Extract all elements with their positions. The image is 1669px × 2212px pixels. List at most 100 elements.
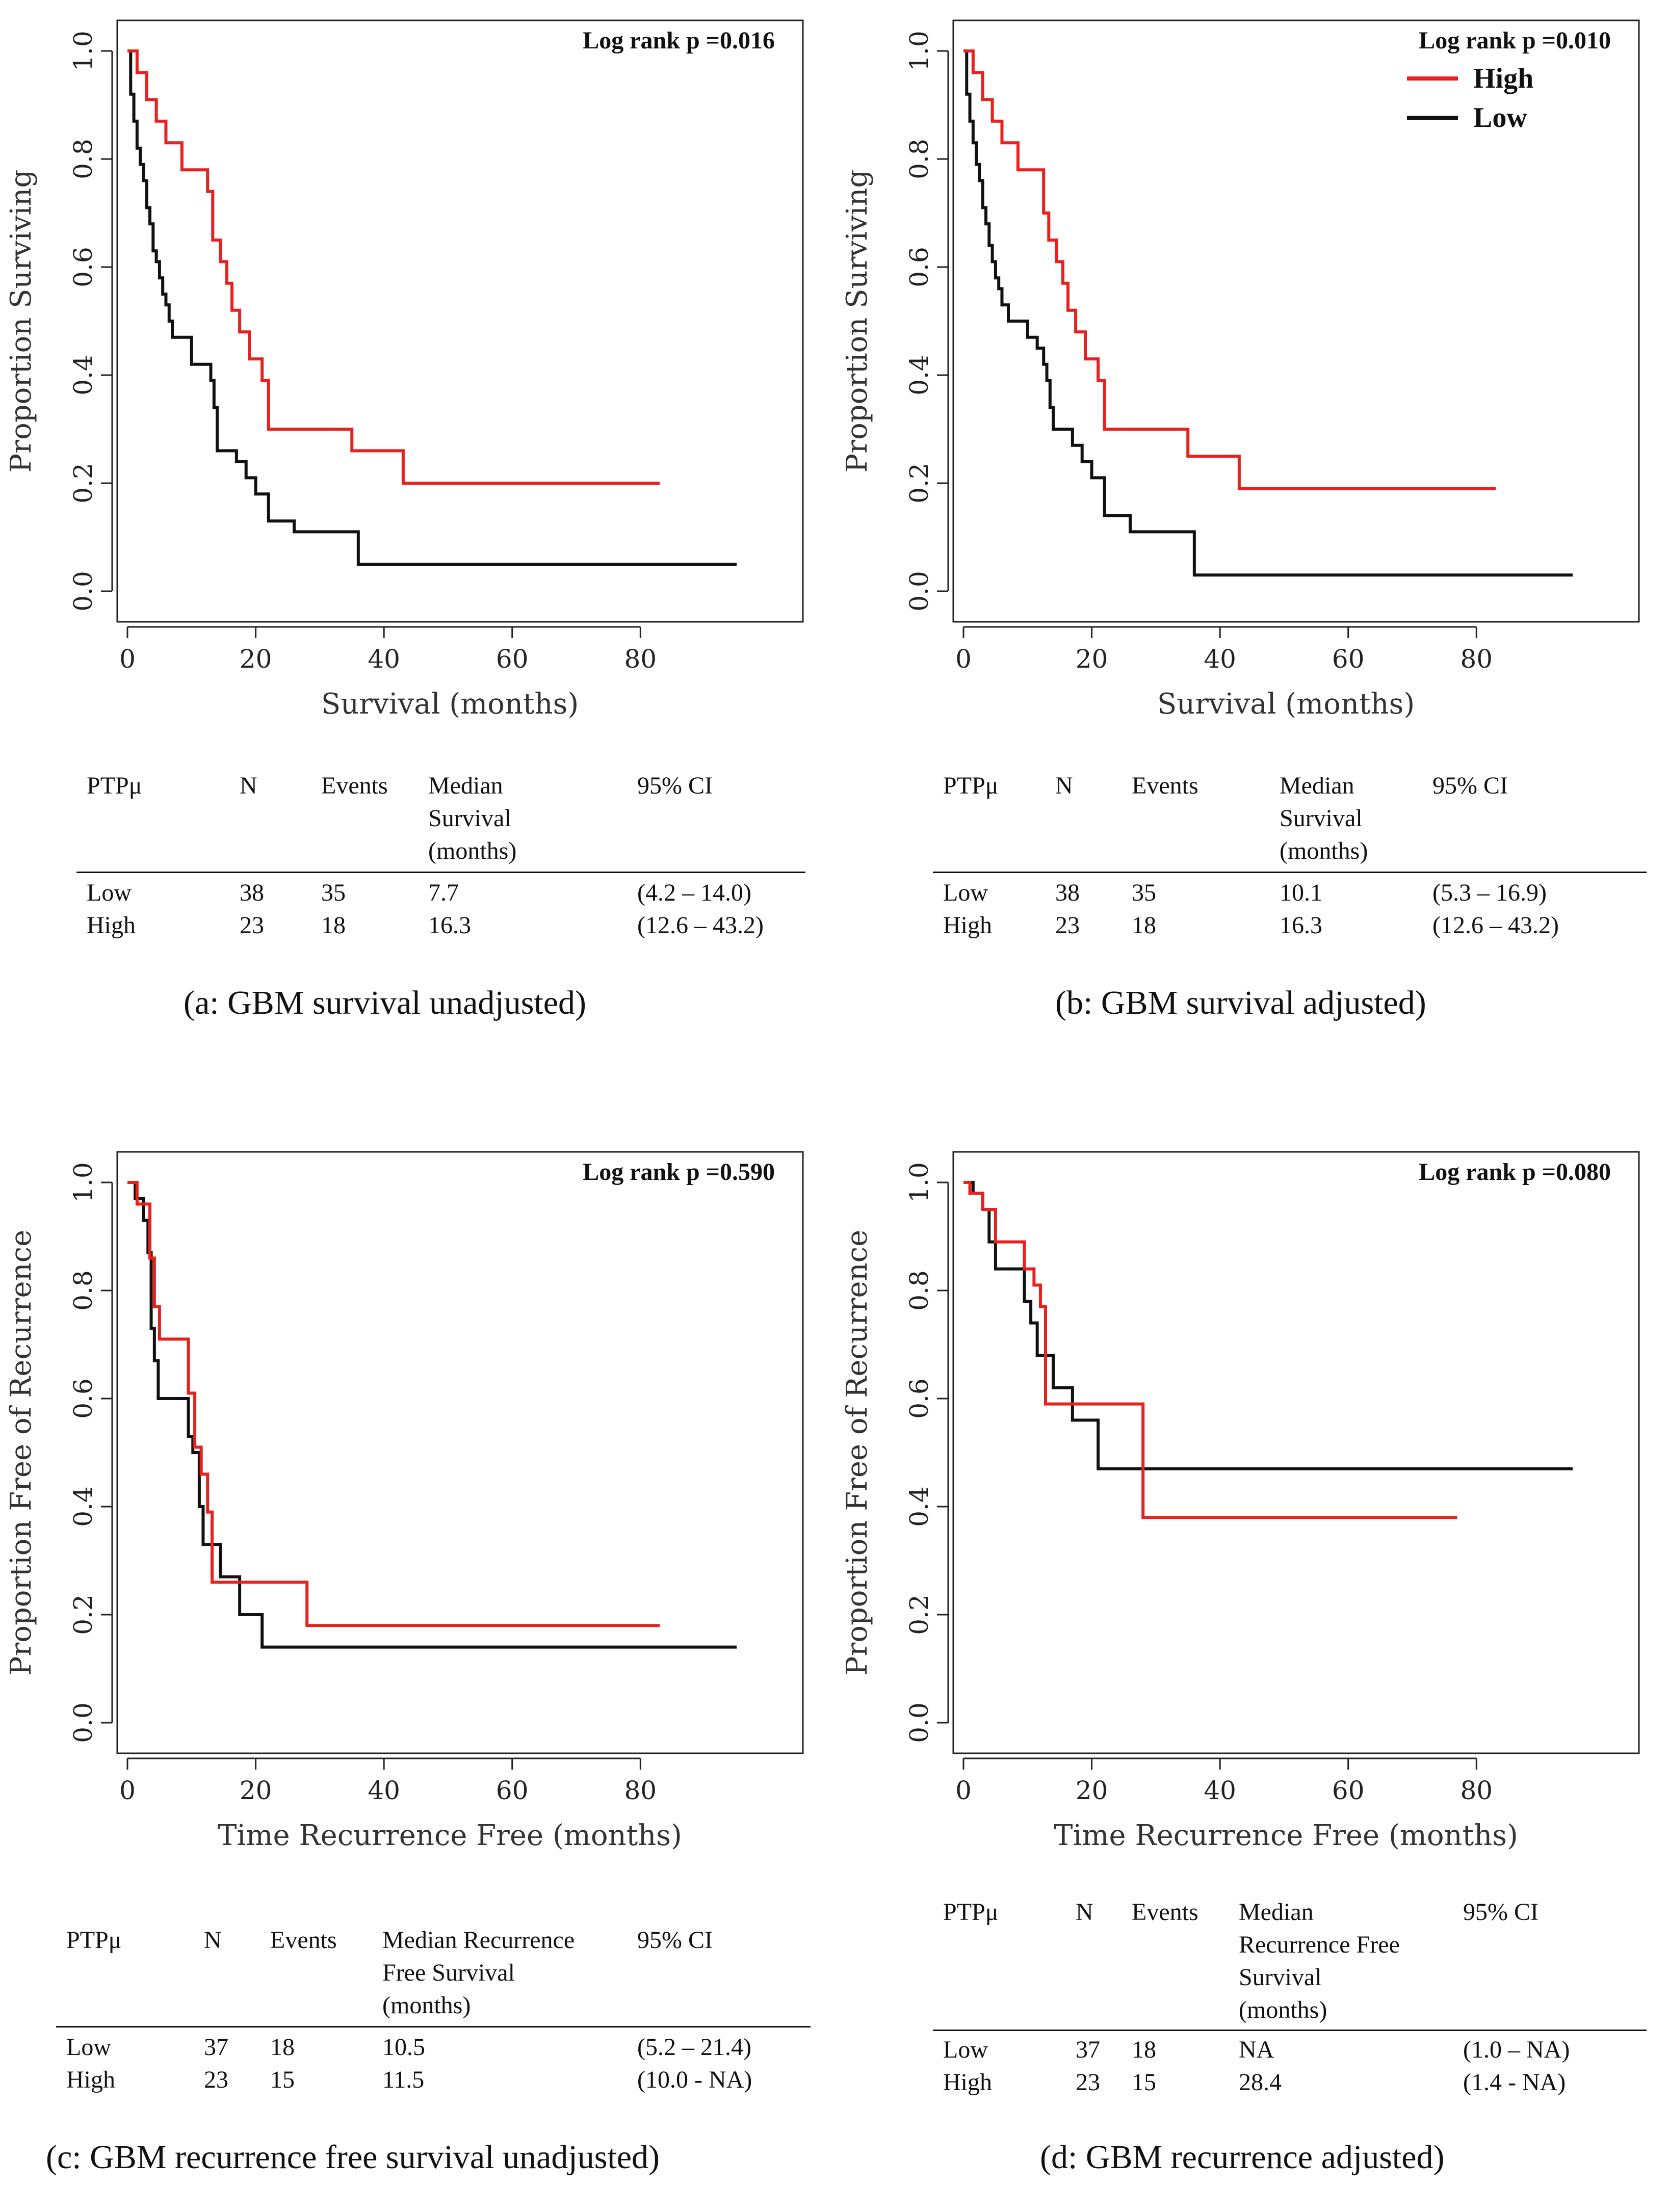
- table-b: PTPμ N Events Median Survival (months) 9…: [933, 770, 1647, 953]
- x-axis-title: Time Recurrence Free (months): [218, 1819, 682, 1852]
- logrank-label: Log rank p =0.010: [1419, 27, 1611, 54]
- table-rule: [56, 2026, 811, 2027]
- table-cell: (5.2 – 21.4): [637, 2034, 751, 2061]
- y-tick-label: 0.0: [904, 1702, 934, 1743]
- plot-frame: [116, 19, 804, 623]
- x-axis-title: Survival (months): [321, 688, 579, 721]
- y-tick-label: 1.0: [904, 1162, 934, 1203]
- table-header-events: Events: [1132, 772, 1198, 799]
- y-tick-label: 0.4: [904, 1486, 934, 1527]
- table-cell: 18: [1132, 2036, 1156, 2063]
- panel-a: 0 20 40 60 80 0.0 0.2 0.4 0.6 0.8 1.0 Survival (mon…: [0, 0, 816, 1081]
- y-tick-label: 0.6: [904, 247, 934, 287]
- caption-c: (c: GBM recurrence free survival unadjus…: [46, 2139, 660, 2176]
- table-header-n: N: [240, 772, 257, 799]
- table-rule: [933, 872, 1647, 873]
- table-a: PTPμ N Events Median Survival (months) 9…: [76, 770, 805, 953]
- y-tick-label: 0.2: [68, 1594, 98, 1635]
- table-c: PTPμ N Events Median Recurrence Free Sur…: [56, 1924, 811, 2108]
- y-tick-label: 0.0: [68, 571, 98, 612]
- panel-c: 0 20 40 60 80 0.0 0.2 0.4 0.6 0.8 1.0 Time Recurren…: [0, 1131, 816, 2212]
- y-tick-label: 0.0: [68, 1702, 98, 1743]
- x-axis-title: Time Recurrence Free (months): [1054, 1819, 1518, 1852]
- table-rule: [76, 872, 805, 873]
- y-axis-title: Proportion Surviving: [841, 170, 874, 473]
- table-cell: High: [943, 912, 992, 939]
- legend-label-low: Low: [1473, 102, 1527, 134]
- table-header-ptp: PTPμ: [943, 772, 999, 799]
- table-cell: 15: [1132, 2069, 1156, 2096]
- x-tick-label: 80: [624, 644, 657, 674]
- legend-label-high: High: [1473, 63, 1533, 94]
- table-header-events: Events: [1132, 1899, 1198, 1926]
- logrank-label: Log rank p =0.016: [583, 27, 775, 54]
- y-tick-label: 0.4: [68, 1486, 98, 1527]
- y-axis-title: Proportion Surviving: [5, 170, 38, 473]
- table-cell: 18: [270, 2034, 295, 2061]
- x-tick-label: 60: [496, 1776, 529, 1805]
- x-tick-label: 0: [955, 1776, 972, 1805]
- table-cell: 15: [270, 2066, 295, 2093]
- x-tick-label: 20: [240, 644, 272, 674]
- table-header-n: N: [204, 1927, 222, 1954]
- x-tick-label: 40: [1204, 644, 1236, 674]
- table-cell: High: [87, 912, 136, 939]
- panel-b: 0 20 40 60 80 0.0 0.2 0.4 0.6 0.8 1.0 Survival (mon…: [836, 0, 1652, 1081]
- table-cell: 7.7: [428, 879, 459, 906]
- table-header-ptp: PTPμ: [87, 772, 142, 799]
- x-tick-label: 0: [119, 1776, 136, 1805]
- table-cell: 18: [321, 912, 346, 939]
- plot-frame: [952, 1151, 1640, 1754]
- table-header-n: N: [1076, 1899, 1093, 1926]
- y-tick-label: 0.6: [904, 1378, 934, 1419]
- table-cell: 28.4: [1239, 2069, 1282, 2096]
- km-curve-low: [963, 1181, 1573, 1470]
- y-tick-label: 0.8: [68, 1270, 98, 1311]
- y-tick-label: 0.4: [68, 355, 98, 396]
- y-tick-label: 1.0: [904, 31, 934, 71]
- y-tick-label: 0.2: [904, 1594, 934, 1635]
- y-tick-label: 1.0: [68, 31, 98, 71]
- logrank-label: Log rank p =0.080: [1419, 1158, 1611, 1186]
- km-plot-d: 0 20 40 60 80 0.0 0.2 0.4 0.6 0.8 1.0 Time Recurren…: [841, 1151, 1640, 1852]
- y-axis-title: Proportion Free of Recurrence: [841, 1230, 874, 1675]
- km-curve-high: [963, 49, 1496, 490]
- table-cell: Low: [66, 2034, 111, 2061]
- x-tick-label: 40: [368, 1776, 400, 1805]
- table-d: PTPμ N Events Median Recurrence Free Sur…: [933, 1896, 1647, 2110]
- km-curve-low: [127, 1181, 737, 1649]
- km-plot-b: 0 20 40 60 80 0.0 0.2 0.4 0.6 0.8 1.0 Survival (mon…: [841, 19, 1640, 721]
- caption-b: (b: GBM survival adjusted): [1055, 984, 1426, 1021]
- table-cell: High: [66, 2066, 115, 2093]
- table-cell: (4.2 – 14.0): [637, 879, 751, 906]
- table-cell: (1.4 - NA): [1463, 2069, 1566, 2096]
- plot-frame: [116, 1151, 804, 1754]
- y-tick-label: 0.6: [68, 1378, 98, 1419]
- x-tick-label: 40: [368, 644, 400, 674]
- km-curve-low: [127, 49, 737, 566]
- y-tick-label: 0.8: [68, 139, 98, 179]
- table-header-ptp: PTPμ: [66, 1927, 122, 1954]
- x-tick-label: 80: [1461, 1776, 1493, 1805]
- km-plot-a: 0 20 40 60 80 0.0 0.2 0.4 0.6 0.8 1.0 Survival (mon…: [5, 19, 804, 721]
- table-header-median: Median Survival (months): [428, 772, 517, 864]
- table-cell: High: [943, 2069, 992, 2096]
- table-cell: 35: [321, 879, 346, 906]
- y-tick-label: 0.2: [904, 463, 934, 504]
- table-cell: 10.1: [1280, 879, 1322, 906]
- table-cell: 37: [1076, 2036, 1100, 2063]
- km-plot-c: 0 20 40 60 80 0.0 0.2 0.4 0.6 0.8 1.0 Time Recurren…: [5, 1151, 804, 1852]
- table-cell: 10.5: [382, 2034, 425, 2061]
- table-cell: (12.6 – 43.2): [637, 912, 764, 939]
- y-tick-label: 0.8: [904, 139, 934, 179]
- table-cell: Low: [943, 879, 988, 906]
- km-curve-high: [127, 49, 660, 485]
- y-tick-label: 0.2: [68, 463, 98, 504]
- table-cell: (1.0 – NA): [1463, 2036, 1570, 2063]
- table-header-n: N: [1055, 772, 1073, 799]
- y-tick-label: 0.6: [68, 247, 98, 287]
- table-cell: (12.6 – 43.2): [1432, 912, 1559, 939]
- x-tick-label: 20: [240, 1776, 272, 1805]
- caption-a: (a: GBM survival unadjusted): [184, 984, 587, 1021]
- y-axis-title: Proportion Free of Recurrence: [5, 1230, 38, 1675]
